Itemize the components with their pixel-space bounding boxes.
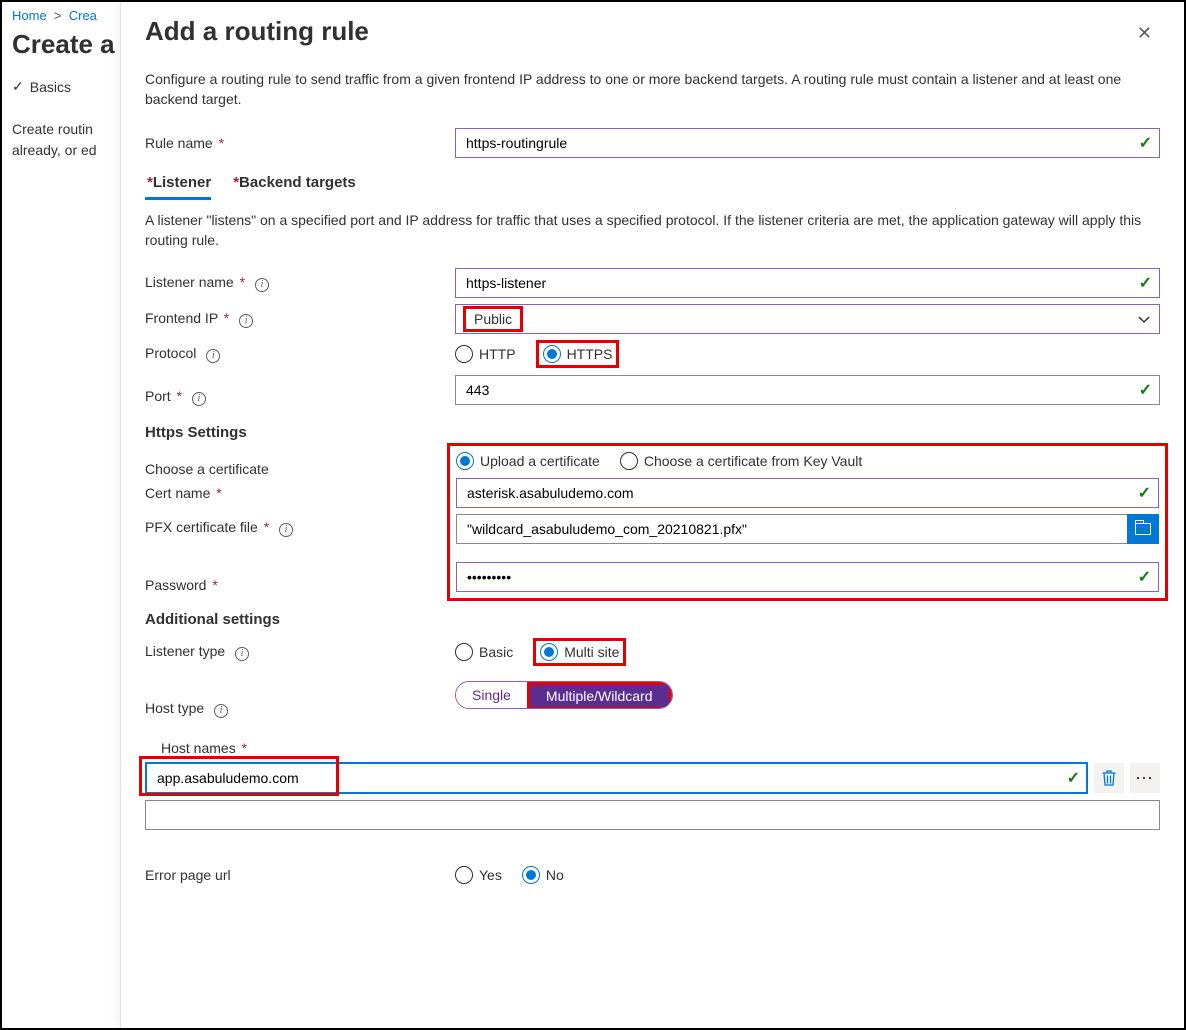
- label-password: Password *: [145, 577, 455, 593]
- delete-host-button[interactable]: [1094, 763, 1124, 793]
- label-cert-name: Cert name *: [145, 485, 455, 501]
- radio-error-no[interactable]: No: [522, 866, 564, 884]
- tab-listener[interactable]: *Listener: [145, 174, 211, 200]
- label-choose-cert: Choose a certificate: [145, 451, 455, 477]
- info-icon[interactable]: i: [206, 349, 220, 363]
- frontend-ip-select[interactable]: Public: [455, 304, 1160, 334]
- host-name-input-2[interactable]: [145, 800, 1160, 830]
- port-input[interactable]: [455, 375, 1160, 405]
- browse-file-button[interactable]: [1127, 514, 1159, 544]
- host-name-input-1[interactable]: [145, 762, 1088, 794]
- info-icon[interactable]: i: [235, 647, 249, 661]
- more-host-button[interactable]: ⋯: [1130, 763, 1160, 793]
- label-listener-name: Listener name * i: [145, 274, 455, 292]
- valid-icon: ✓: [1139, 380, 1152, 400]
- add-routing-rule-panel: Add a routing rule ✕ Configure a routing…: [120, 2, 1184, 1028]
- label-host-names: Host names *: [145, 740, 1160, 756]
- cert-name-input[interactable]: [456, 478, 1159, 508]
- valid-icon: ✓: [1139, 273, 1152, 293]
- step-basics[interactable]: ✓ Basics: [12, 78, 112, 95]
- valid-icon: ✓: [1138, 483, 1151, 503]
- folder-icon: [1135, 523, 1151, 535]
- info-icon[interactable]: i: [279, 523, 293, 537]
- bg-text-1: Create routin: [12, 119, 112, 140]
- tab-backend-targets[interactable]: *Backend targets: [231, 174, 356, 200]
- panel-title: Add a routing rule: [145, 16, 369, 47]
- step-label: Basics: [30, 79, 71, 95]
- info-icon[interactable]: i: [239, 314, 253, 328]
- breadcrumb-create[interactable]: Crea: [69, 8, 97, 23]
- close-icon[interactable]: ✕: [1129, 20, 1160, 46]
- label-protocol: Protocol i: [145, 345, 455, 363]
- page-title: Create a: [12, 29, 112, 60]
- valid-icon: ✓: [1138, 567, 1151, 587]
- password-input[interactable]: [456, 562, 1159, 592]
- label-host-type: Host type i: [145, 672, 455, 718]
- radio-upload-cert[interactable]: Upload a certificate: [456, 452, 600, 470]
- label-error-page: Error page url: [145, 867, 455, 883]
- breadcrumb: Home > Crea: [12, 8, 112, 23]
- radio-error-yes[interactable]: Yes: [455, 866, 502, 884]
- chevron-down-icon: [1138, 311, 1150, 327]
- label-listener-type: Listener type i: [145, 643, 455, 661]
- pill-single[interactable]: Single: [456, 682, 527, 708]
- valid-icon: ✓: [1067, 768, 1080, 788]
- label-frontend-ip: Frontend IP * i: [145, 310, 455, 328]
- pfx-file-input[interactable]: [456, 514, 1127, 544]
- heading-https-settings: Https Settings: [145, 424, 1160, 441]
- info-icon[interactable]: i: [192, 392, 206, 406]
- info-icon[interactable]: i: [255, 278, 269, 292]
- label-port: Port * i: [145, 374, 455, 406]
- pill-multiple-wildcard[interactable]: Multiple/Wildcard: [530, 685, 669, 707]
- info-icon[interactable]: i: [214, 704, 228, 718]
- panel-description: Configure a routing rule to send traffic…: [145, 69, 1160, 110]
- check-icon: ✓: [12, 78, 24, 95]
- valid-icon: ✓: [1139, 133, 1152, 153]
- radio-https[interactable]: HTTPS: [543, 345, 613, 363]
- heading-additional-settings: Additional settings: [145, 611, 1160, 628]
- radio-keyvault-cert[interactable]: Choose a certificate from Key Vault: [620, 452, 862, 470]
- listener-name-input[interactable]: [455, 268, 1160, 298]
- radio-http[interactable]: HTTP: [455, 345, 516, 363]
- bg-text-2: already, or ed: [12, 140, 112, 161]
- radio-multisite[interactable]: Multi site: [540, 643, 619, 661]
- label-rule-name: Rule name *: [145, 135, 455, 151]
- rule-name-input[interactable]: [455, 128, 1160, 158]
- label-pfx-file: PFX certificate file * i: [145, 519, 455, 537]
- breadcrumb-home[interactable]: Home: [12, 8, 47, 23]
- listener-description: A listener "listens" on a specified port…: [145, 210, 1160, 251]
- radio-basic[interactable]: Basic: [455, 643, 513, 661]
